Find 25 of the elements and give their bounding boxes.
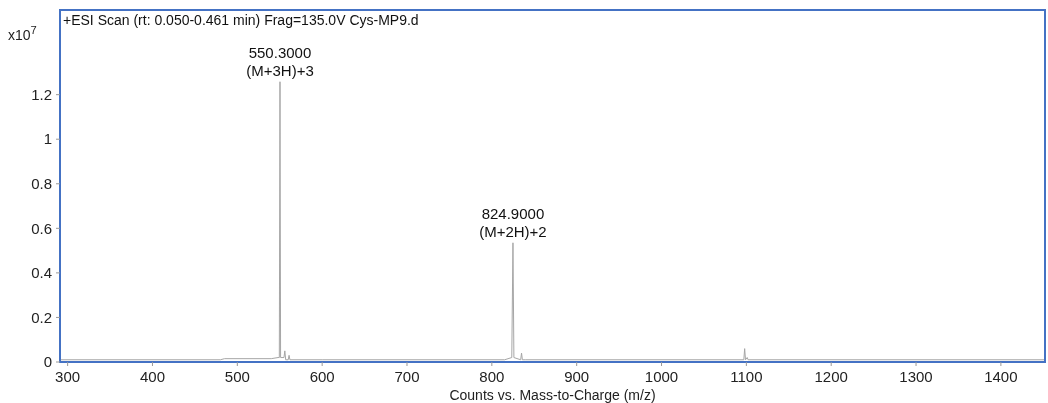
x-tick-label: 800 xyxy=(479,368,505,385)
x-tick-label: 600 xyxy=(309,368,335,385)
y-tick-label: 0 xyxy=(43,353,52,371)
x-tick-label: 1100 xyxy=(730,368,763,385)
y-tick-label: 0.6 xyxy=(31,219,52,237)
annotation: 824.9000 (M+2H)+2 xyxy=(479,204,547,240)
y-tick-label: 0.2 xyxy=(31,308,52,326)
x-tick-label: 900 xyxy=(564,368,590,385)
annotation: 550.3000 (M+3H)+3 xyxy=(246,43,314,79)
x-tick-label: 400 xyxy=(139,368,165,385)
y-tick-label: 1.2 xyxy=(31,85,52,103)
line-series xyxy=(59,81,1046,361)
x-tick-label: 300 xyxy=(55,368,81,385)
y-tick-label: 0.4 xyxy=(31,264,52,282)
x-tick-label: 1200 xyxy=(814,368,848,385)
x-axis-title: Counts vs. Mass-to-Charge (m/z) xyxy=(449,387,656,403)
y-axis-title: x10$^{7}$ xyxy=(8,24,37,43)
chart-title: +ESI Scan (rt: 0.050-0.461 min) Frag=135.0V Cys-MP9.d xyxy=(63,12,419,28)
x-tick-label: 700 xyxy=(394,368,420,385)
x-tick-label: 1300 xyxy=(899,368,933,385)
x-tick-label: 500 xyxy=(224,368,250,385)
y-tick-label: 0.8 xyxy=(31,175,52,193)
x-tick-label: 1400 xyxy=(984,368,1018,385)
x-tick-label: 1000 xyxy=(644,368,679,385)
y-tick-label: 1 xyxy=(43,130,52,148)
